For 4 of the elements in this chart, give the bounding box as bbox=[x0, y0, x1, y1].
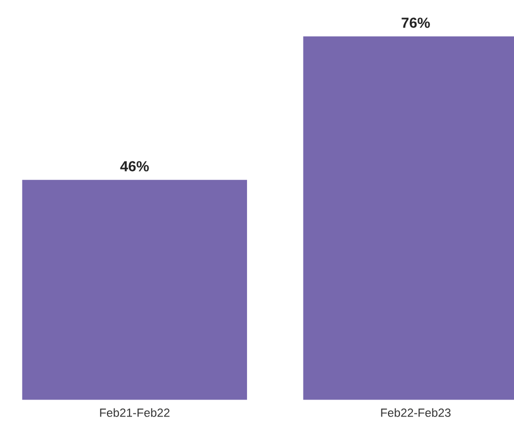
x-tick-label: Feb22-Feb23 bbox=[381, 408, 451, 417]
data-label: 46% bbox=[120, 161, 149, 172]
x-tick-label: Feb21-Feb22 bbox=[100, 408, 170, 417]
data-label: 76% bbox=[402, 18, 430, 28]
